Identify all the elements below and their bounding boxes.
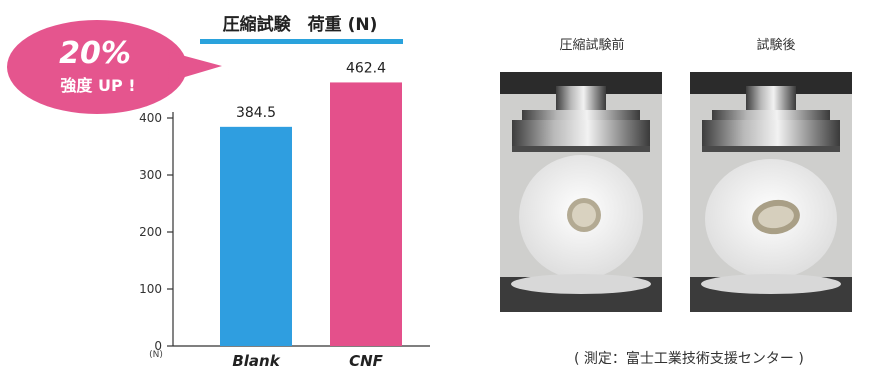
y-unit-label: (N)	[149, 350, 163, 360]
callout-shape	[7, 20, 187, 114]
callout-bubble: 20% 強度 UP !	[7, 20, 222, 114]
y-tick-label: 300	[139, 168, 162, 182]
category-label: CNF	[349, 352, 384, 370]
bar-value-label: 462.4	[346, 60, 386, 76]
bar-chart: 圧縮試験 荷重 (N) 20% 強度 UP ! (N) 0 100 200 300 40…	[7, 14, 430, 370]
photo-after-compression	[690, 72, 852, 312]
bar-value-label: 384.5	[236, 105, 276, 121]
y-tick-label: 400	[139, 111, 162, 125]
chart-title: 圧縮試験 荷重 (N)	[223, 14, 378, 35]
photo-after-label: 試験後	[756, 38, 796, 53]
callout-text: 強度 UP !	[60, 76, 135, 95]
title-underline	[200, 39, 403, 44]
y-tick-label: 0	[154, 339, 162, 353]
callout-tail	[168, 52, 222, 82]
photo-before-label: 圧縮試験前	[559, 38, 625, 53]
measurement-note: ( 測定：富士工業技術支援センター )	[574, 351, 804, 367]
bar-blank	[220, 126, 292, 347]
y-tick-label: 100	[139, 282, 162, 296]
category-label: Blank	[232, 352, 280, 370]
bar-cnf	[330, 82, 402, 346]
photo-before-compression	[500, 72, 662, 312]
y-tick-label: 200	[139, 225, 162, 239]
callout-percent: 20%	[59, 36, 131, 71]
